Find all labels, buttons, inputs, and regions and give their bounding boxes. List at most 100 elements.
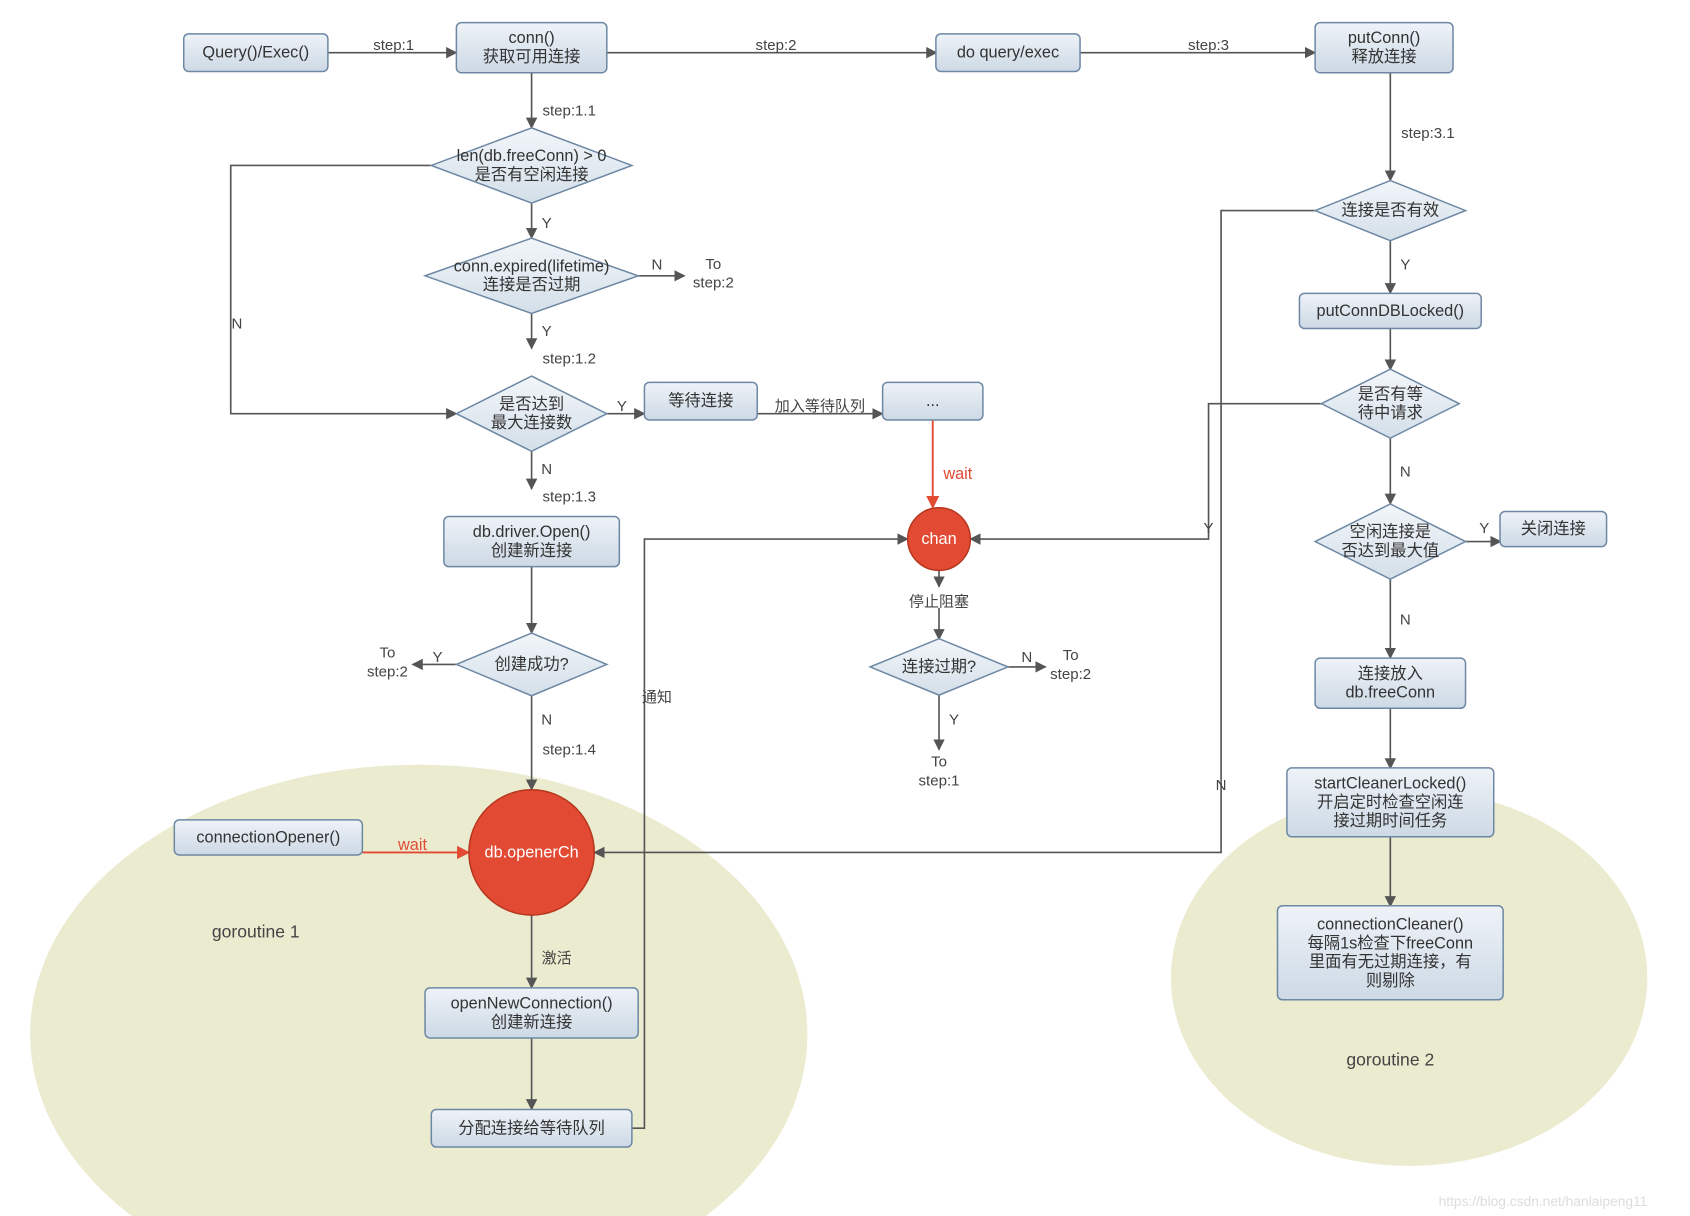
svg-text:N: N xyxy=(541,461,552,478)
svg-text:N: N xyxy=(1400,463,1411,480)
edge-haswait-chan xyxy=(970,404,1321,539)
svg-text:每隔1s检查下freeConn: 每隔1s检查下freeConn xyxy=(1308,934,1474,952)
svg-text:step:2: step:2 xyxy=(693,275,734,292)
svg-text:连接过期?: 连接过期? xyxy=(902,658,976,676)
node-maxconn: 是否达到最大连接数 xyxy=(456,376,606,451)
node-putconn: putConn()释放连接 xyxy=(1315,23,1453,73)
svg-text:wait: wait xyxy=(942,465,972,483)
svg-text:db.freeConn: db.freeConn xyxy=(1346,684,1436,702)
node-dispatch: 分配连接给等待队列 xyxy=(431,1109,632,1147)
svg-text:step:1.1: step:1.1 xyxy=(542,102,595,119)
watermark: https://blog.csdn.net/hanlaipeng11 xyxy=(1439,1194,1648,1209)
node-ellipsis: ... xyxy=(883,382,983,420)
svg-text:创建新连接: 创建新连接 xyxy=(491,542,572,560)
svg-text:N: N xyxy=(1021,649,1032,666)
svg-text:连接是否过期: 连接是否过期 xyxy=(483,276,581,294)
node-connvalid: 连接是否有效 xyxy=(1315,181,1465,241)
svg-text:Query()/Exec(): Query()/Exec() xyxy=(202,44,309,62)
svg-text:是否达到: 是否达到 xyxy=(499,395,564,413)
svg-text:step:3.1: step:3.1 xyxy=(1401,125,1454,142)
svg-text:db.driver.Open(): db.driver.Open() xyxy=(473,523,591,541)
svg-text:db.openerCh: db.openerCh xyxy=(485,843,579,861)
goroutine2-label: goroutine 2 xyxy=(1346,1050,1434,1070)
node-openerch: db.openerCh xyxy=(469,790,594,915)
svg-text:chan: chan xyxy=(921,530,956,548)
svg-text:等待连接: 等待连接 xyxy=(668,392,733,410)
svg-text:openNewConnection(): openNewConnection() xyxy=(451,995,613,1013)
goroutine1-label: goroutine 1 xyxy=(212,922,300,942)
svg-text:len(db.freeConn) > 0: len(db.freeConn) > 0 xyxy=(457,147,607,165)
svg-text:step:2: step:2 xyxy=(1050,666,1091,683)
node-haswait: 是否有等待中请求 xyxy=(1321,369,1459,438)
svg-text:Y: Y xyxy=(617,398,627,415)
svg-text:putConnDBLocked(): putConnDBLocked() xyxy=(1317,302,1465,320)
svg-text:connectionOpener(): connectionOpener() xyxy=(196,828,340,846)
svg-text:获取可用连接: 获取可用连接 xyxy=(483,48,581,66)
svg-text:里面有无过期连接，有: 里面有无过期连接，有 xyxy=(1309,953,1472,971)
node-conncleaner: connectionCleaner()每隔1s检查下freeConn里面有无过期… xyxy=(1277,906,1503,1000)
svg-text:创建成功?: 创建成功? xyxy=(495,655,569,673)
svg-text:step:1.2: step:1.2 xyxy=(542,351,595,368)
svg-text:Y: Y xyxy=(1204,520,1214,537)
svg-text:To: To xyxy=(931,754,947,771)
node-tostep2c: To step:2 xyxy=(1050,647,1091,683)
svg-text:To: To xyxy=(705,256,721,273)
svg-text:连接是否有效: 连接是否有效 xyxy=(1341,202,1439,220)
svg-text:Y: Y xyxy=(542,323,552,340)
svg-text:释放连接: 释放连接 xyxy=(1351,48,1416,66)
node-tostep2a: To step:2 xyxy=(693,256,734,292)
svg-text:接过期时间任务: 接过期时间任务 xyxy=(1333,812,1447,830)
svg-text:则剔除: 则剔除 xyxy=(1366,972,1415,990)
node-tostep2b: Tostep:2 xyxy=(367,645,408,681)
svg-text:关闭连接: 关闭连接 xyxy=(1521,520,1586,538)
svg-text:待中请求: 待中请求 xyxy=(1358,404,1423,422)
svg-text:否达到最大值: 否达到最大值 xyxy=(1341,542,1439,560)
svg-text:Y: Y xyxy=(949,712,959,729)
node-connopener: connectionOpener() xyxy=(174,820,362,855)
node-opennewconn: openNewConnection()创建新连接 xyxy=(425,988,638,1038)
node-chan: chan xyxy=(908,508,971,571)
svg-text:分配连接给等待队列: 分配连接给等待队列 xyxy=(458,1119,605,1137)
svg-text:是否有等: 是否有等 xyxy=(1358,385,1423,403)
node-stopblock: 停止阻塞 xyxy=(909,593,969,611)
node-freeconn: len(db.freeConn) > 0是否有空闲连接 xyxy=(431,128,632,203)
svg-text:do query/exec: do query/exec xyxy=(957,44,1059,62)
svg-text:wait: wait xyxy=(397,836,427,854)
svg-text:step:1.4: step:1.4 xyxy=(542,742,595,759)
node-tostep1: Tostep:1 xyxy=(919,754,960,790)
node-waitconn: 等待连接 xyxy=(644,382,757,420)
svg-text:创建新连接: 创建新连接 xyxy=(491,1013,572,1031)
node-conn: conn()获取可用连接 xyxy=(456,23,606,73)
svg-text:N: N xyxy=(541,712,552,729)
edge-freeconn_N-maxconn xyxy=(231,165,457,413)
svg-text:...: ... xyxy=(926,392,940,410)
node-doquery: do query/exec xyxy=(936,34,1080,72)
node-startclean: startCleanerLocked()开启定时检查空闲连接过期时间任务 xyxy=(1287,768,1494,837)
svg-text:conn(): conn() xyxy=(509,29,555,47)
svg-text:N: N xyxy=(1216,777,1227,794)
node-driveropen: db.driver.Open()创建新连接 xyxy=(444,516,620,566)
svg-text:connectionCleaner(): connectionCleaner() xyxy=(1317,916,1464,934)
svg-text:putConn(): putConn() xyxy=(1348,29,1420,47)
goroutine-blob-1 xyxy=(30,765,807,1216)
svg-text:加入等待队列: 加入等待队列 xyxy=(775,397,865,415)
svg-text:step:3: step:3 xyxy=(1188,37,1229,54)
svg-text:停止阻塞: 停止阻塞 xyxy=(909,593,969,611)
node-expired: conn.expired(lifetime)连接是否过期 xyxy=(425,238,638,313)
svg-text:Y: Y xyxy=(433,649,443,666)
svg-text:To: To xyxy=(1063,647,1079,664)
svg-text:Y: Y xyxy=(542,215,552,232)
svg-text:开启定时检查空闲连: 开启定时检查空闲连 xyxy=(1317,793,1464,811)
node-connexp: 连接过期? xyxy=(870,639,1008,695)
svg-text:step:1: step:1 xyxy=(373,37,414,54)
svg-text:step:1: step:1 xyxy=(919,772,960,789)
node-pushfree: 连接放入db.freeConn xyxy=(1315,658,1465,708)
svg-text:N: N xyxy=(232,315,243,332)
node-query: Query()/Exec() xyxy=(184,34,328,72)
svg-text:conn.expired(lifetime): conn.expired(lifetime) xyxy=(454,257,610,275)
svg-text:step:2: step:2 xyxy=(367,663,408,680)
svg-text:连接放入: 连接放入 xyxy=(1358,665,1423,683)
node-idlemax: 空闲连接是否达到最大值 xyxy=(1315,504,1465,579)
svg-text:Y: Y xyxy=(1479,520,1489,537)
svg-text:激活: 激活 xyxy=(542,950,572,967)
